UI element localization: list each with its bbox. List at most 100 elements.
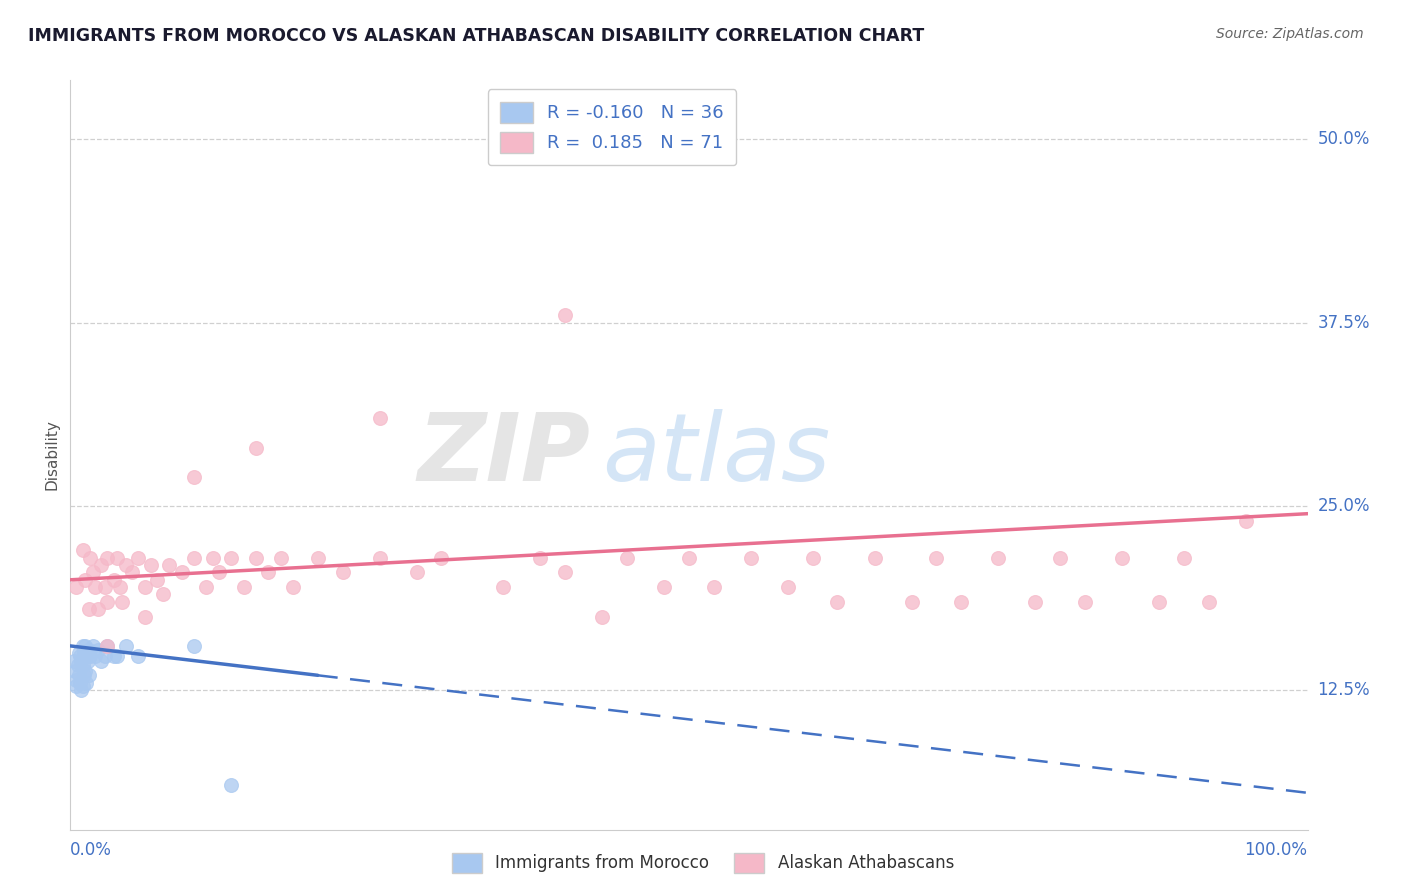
Point [925, 550, 948, 565]
Point [94, 649, 117, 664]
Legend: R = -0.160   N = 36, R =  0.185   N = 71: R = -0.160 N = 36, R = 0.185 N = 71 [488, 89, 737, 165]
Text: 25.0%: 25.0% [1317, 498, 1369, 516]
Point [79, 649, 101, 664]
Point [1234, 514, 1257, 528]
Point [616, 550, 638, 565]
Point [134, 580, 156, 594]
Point [1074, 595, 1097, 609]
Point [69, 675, 91, 690]
Point [63, 654, 86, 668]
Point [152, 587, 174, 601]
Text: atlas: atlas [602, 409, 831, 500]
Point [105, 550, 128, 565]
Point [84, 580, 107, 594]
Point [111, 595, 134, 609]
Point [368, 550, 391, 565]
Point [70, 683, 93, 698]
Point [103, 649, 125, 664]
Point [86, 643, 108, 657]
Point [257, 566, 280, 580]
Point [86, 602, 108, 616]
Point [219, 550, 242, 565]
Point [139, 558, 162, 573]
Point [73, 646, 96, 660]
Text: 12.5%: 12.5% [1317, 681, 1369, 699]
Point [950, 595, 973, 609]
Point [96, 595, 118, 609]
Point [72, 658, 94, 673]
Point [82, 639, 104, 653]
Point [801, 550, 824, 565]
Point [281, 580, 304, 594]
Point [900, 595, 922, 609]
Point [219, 779, 242, 793]
Text: 50.0%: 50.0% [1317, 130, 1369, 148]
Text: Source: ZipAtlas.com: Source: ZipAtlas.com [1216, 27, 1364, 41]
Point [1024, 595, 1046, 609]
Y-axis label: Disability: Disability [44, 419, 59, 491]
Point [127, 550, 149, 565]
Point [82, 566, 104, 580]
Point [591, 609, 613, 624]
Point [103, 573, 125, 587]
Point [554, 566, 576, 580]
Point [245, 550, 267, 565]
Point [405, 566, 427, 580]
Point [96, 639, 118, 653]
Point [863, 550, 886, 565]
Point [67, 646, 90, 660]
Point [66, 658, 89, 673]
Point [245, 441, 267, 455]
Point [96, 550, 118, 565]
Point [183, 639, 205, 653]
Text: IMMIGRANTS FROM MOROCCO VS ALASKAN ATHABASCAN DISABILITY CORRELATION CHART: IMMIGRANTS FROM MOROCCO VS ALASKAN ATHAB… [28, 27, 924, 45]
Point [127, 649, 149, 664]
Point [776, 580, 799, 594]
Point [72, 639, 94, 653]
Point [75, 573, 97, 587]
Point [75, 675, 97, 690]
Point [195, 580, 218, 594]
Point [65, 580, 87, 594]
Point [76, 654, 98, 668]
Legend: Immigrants from Morocco, Alaskan Athabascans: Immigrants from Morocco, Alaskan Athabas… [446, 847, 960, 880]
Text: 0.0%: 0.0% [70, 841, 112, 859]
Point [75, 639, 97, 653]
Point [430, 550, 453, 565]
Point [70, 654, 93, 668]
Point [96, 639, 118, 653]
Point [270, 550, 292, 565]
Point [678, 550, 700, 565]
Point [94, 580, 117, 594]
Point [84, 649, 107, 664]
Point [69, 649, 91, 664]
Point [79, 550, 101, 565]
Text: ZIP: ZIP [418, 409, 591, 501]
Point [1049, 550, 1071, 565]
Point [67, 668, 90, 682]
Point [987, 550, 1010, 565]
Point [157, 558, 180, 573]
Point [1111, 550, 1133, 565]
Point [77, 668, 100, 682]
Point [232, 580, 254, 594]
Point [183, 470, 205, 484]
Point [554, 309, 576, 323]
Point [307, 550, 329, 565]
Text: 37.5%: 37.5% [1317, 314, 1369, 332]
Point [652, 580, 675, 594]
Text: 100.0%: 100.0% [1244, 841, 1308, 859]
Point [121, 566, 143, 580]
Point [170, 566, 193, 580]
Point [492, 580, 515, 594]
Point [208, 566, 231, 580]
Point [703, 580, 725, 594]
Point [1147, 595, 1170, 609]
Point [65, 664, 87, 678]
Point [108, 580, 131, 594]
Point [183, 550, 205, 565]
Point [77, 602, 100, 616]
Point [827, 595, 849, 609]
Point [201, 550, 224, 565]
Point [90, 654, 112, 668]
